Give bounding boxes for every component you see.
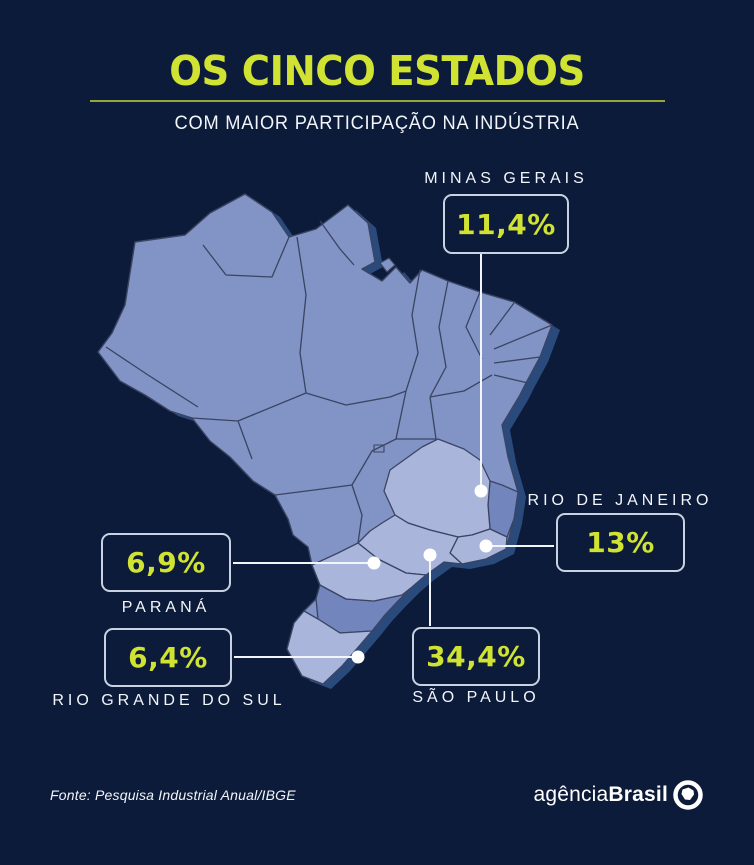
state-parana <box>311 542 427 602</box>
value-parana: 6,9% <box>126 546 206 579</box>
map-markers <box>351 484 493 664</box>
source-credit: Fonte: Pesquisa Industrial Anual/IBGE <box>50 787 296 803</box>
callout-connectors <box>233 254 554 658</box>
state-borders <box>105 220 553 544</box>
marker-parana <box>367 556 381 570</box>
callout-box-parana: 6,9% <box>101 533 231 592</box>
title-underline <box>90 100 665 102</box>
callout-box-rio-de-janeiro: 13% <box>556 513 685 572</box>
state-label-sao-paulo: SÃO PAULO <box>412 689 540 706</box>
state-sao-paulo <box>357 514 463 576</box>
value-rio-grande-do-sul: 6,4% <box>128 641 208 674</box>
state-label-rio-grande-do-sul: RIO GRANDE DO SUL <box>52 692 286 709</box>
page-subtitle: COM MAIOR PARTICIPAÇÃO NA INDÚSTRIA <box>174 113 580 134</box>
island-marajo <box>379 257 396 273</box>
logo-text-bold: Brasil <box>608 782 668 806</box>
value-sao-paulo: 34,4% <box>426 640 526 673</box>
logo-wordmark: agênciaBrasil <box>533 783 668 807</box>
state-distrito-federal <box>373 444 385 453</box>
marker-sao-paulo <box>423 548 437 562</box>
state-label-parana: PARANÁ <box>121 599 211 616</box>
state-label-rio-de-janeiro: RIO DE JANEIRO <box>527 492 713 509</box>
agencia-brasil-circle-icon <box>673 779 703 810</box>
page-title: OS CINCO ESTADOS <box>169 47 585 95</box>
callout-box-minas-gerais: 11,4% <box>443 194 569 254</box>
agencia-brasil-logo: agênciaBrasil <box>533 779 703 810</box>
state-label-minas-gerais: MINAS GERAIS <box>424 170 588 187</box>
state-rio-grande-do-sul <box>286 610 373 685</box>
value-rio-de-janeiro: 13% <box>586 526 655 559</box>
callout-box-rio-grande-do-sul: 6,4% <box>104 628 232 687</box>
marker-rio-de-janeiro <box>479 539 493 553</box>
logo-text-light: agência <box>533 782 609 806</box>
callout-box-sao-paulo: 34,4% <box>412 627 540 686</box>
marker-rio-grande-do-sul <box>351 650 365 664</box>
marker-minas-gerais <box>474 484 488 498</box>
value-minas-gerais: 11,4% <box>456 207 556 241</box>
